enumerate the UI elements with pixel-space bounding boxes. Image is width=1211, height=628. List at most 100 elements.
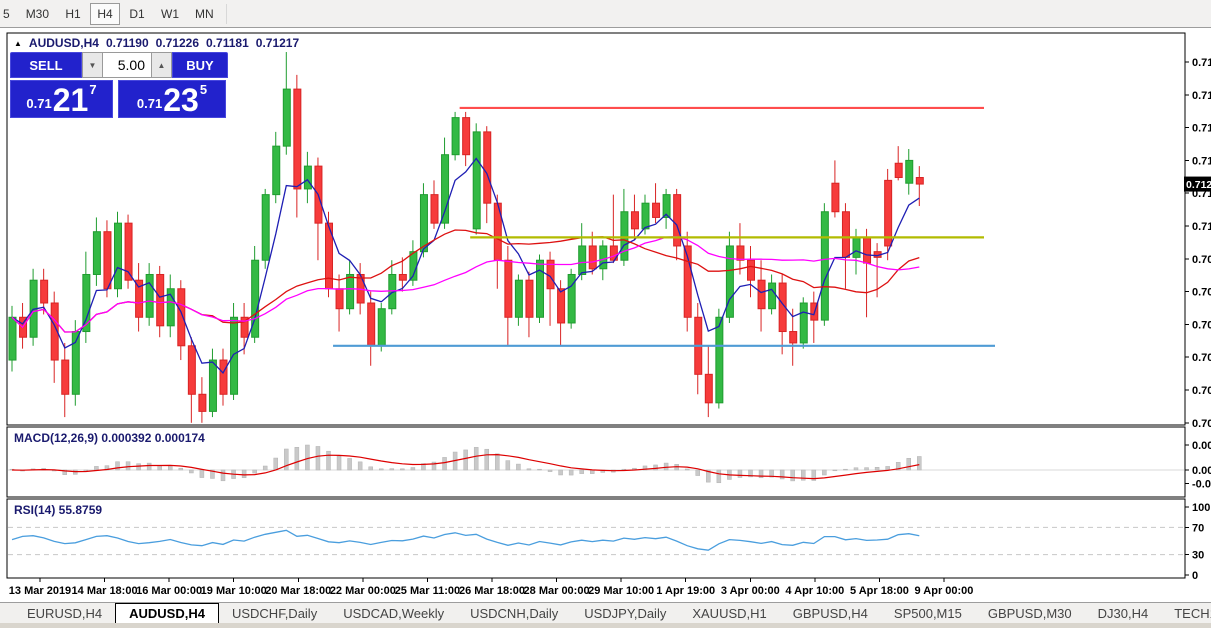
timeframe-button-w1[interactable]: W1 bbox=[161, 6, 180, 21]
candle-body bbox=[673, 194, 682, 247]
chart-tab-usdcad[interactable]: USDCAD,Weekly bbox=[343, 605, 445, 621]
candle-body bbox=[789, 331, 798, 344]
candle-body bbox=[261, 194, 270, 261]
y-axis-label: 0.70840 bbox=[1192, 287, 1211, 299]
ma-slow-line bbox=[11, 236, 920, 333]
candle-body bbox=[61, 359, 70, 395]
timeframe-button-mn[interactable]: MN bbox=[195, 6, 214, 21]
macd-histogram-bar bbox=[146, 462, 152, 471]
candle-body bbox=[652, 202, 661, 218]
candle-body bbox=[799, 302, 808, 344]
chart-tab-xauusd[interactable]: XAUUSD,H1 bbox=[692, 605, 767, 621]
macd-histogram-bar bbox=[62, 469, 67, 475]
candle-body bbox=[367, 302, 376, 347]
candle-body bbox=[208, 359, 217, 412]
chart-tab-gbpusd[interactable]: GBPUSD,M30 bbox=[987, 605, 1072, 621]
y-axis-label: 0.71415 bbox=[1192, 123, 1211, 135]
macd-histogram-bar bbox=[706, 469, 711, 483]
chart-tab-usdcnh[interactable]: USDCNH,Daily bbox=[470, 605, 559, 621]
candle-body bbox=[377, 308, 386, 347]
buy-price-pip: 5 bbox=[199, 82, 208, 97]
macd-histogram-bar bbox=[801, 469, 806, 481]
macd-histogram-bar bbox=[537, 468, 542, 471]
chart-tab-gbpusd[interactable]: GBPUSD,H4 bbox=[792, 605, 868, 621]
macd-histogram-bar bbox=[326, 450, 331, 471]
macd-histogram-bar bbox=[505, 460, 511, 471]
candle-body bbox=[187, 345, 196, 395]
main-pane-border bbox=[6, 32, 1186, 426]
timeframe-button-h1[interactable]: H1 bbox=[65, 6, 81, 21]
macd-histogram-bar bbox=[558, 469, 563, 476]
macd-label: MACD(12,26,9) 0.000392 0.000174 bbox=[14, 431, 205, 445]
y-axis-label: 0.70380 bbox=[1192, 418, 1211, 430]
time-axis-label: 13 Mar 2019 bbox=[9, 585, 71, 597]
chart-tab-usdjpy[interactable]: USDJPY,Daily bbox=[584, 605, 667, 621]
y-axis-label: 0.71530 bbox=[1192, 90, 1211, 102]
collapse-panel-icon[interactable]: ▲ bbox=[14, 38, 22, 48]
macd-histogram-bar bbox=[262, 465, 268, 471]
candle-body bbox=[725, 245, 734, 318]
candle-body bbox=[747, 259, 755, 281]
buy-price-button[interactable]: 0.71 23 5 bbox=[118, 80, 226, 118]
ohlc-close: 0.71217 bbox=[255, 36, 300, 50]
macd-histogram-bar bbox=[790, 469, 795, 482]
sell-price-button[interactable]: 0.71 21 7 bbox=[10, 80, 113, 118]
macd-axis-label: 0.001538 bbox=[1192, 440, 1211, 452]
chart-tab-dj30[interactable]: DJ30,H4 bbox=[1097, 605, 1149, 621]
macd-axis-label: -0.000835 bbox=[1192, 479, 1211, 491]
time-axis-label: 5 Apr 18:00 bbox=[850, 585, 909, 597]
macd-histogram-bar bbox=[94, 466, 99, 471]
timeframe-button-5[interactable]: 5 bbox=[3, 6, 10, 21]
time-axis-label: 20 Mar 18:00 bbox=[265, 585, 331, 597]
candle-body bbox=[841, 211, 850, 258]
y-axis-label: 0.70610 bbox=[1192, 352, 1211, 364]
chart-tab-eurusd[interactable]: EURUSD,H4 bbox=[27, 605, 103, 621]
volume-decrease-button[interactable]: ▼ bbox=[82, 52, 103, 78]
sell-price-prefix: 0.71 bbox=[26, 96, 52, 111]
buy-price-prefix: 0.71 bbox=[136, 96, 163, 111]
chart-window: 0.716450.715300.714150.713000.711850.710… bbox=[0, 30, 1211, 600]
macd-histogram-bar bbox=[695, 469, 700, 476]
candle-body bbox=[831, 182, 840, 213]
candle-body bbox=[472, 131, 481, 230]
timeframe-button-d1[interactable]: D1 bbox=[129, 6, 145, 21]
macd-histogram-bar bbox=[368, 466, 373, 471]
macd-histogram-bar bbox=[389, 468, 395, 471]
macd-histogram-bar bbox=[421, 463, 426, 471]
rsi-axis-label: 70 bbox=[1192, 522, 1204, 534]
buy-button[interactable]: BUY bbox=[172, 52, 228, 78]
macd-histogram-bar bbox=[758, 469, 764, 479]
macd-axis-label: 0.00 bbox=[1192, 465, 1211, 477]
chart-tab-audusd[interactable]: AUDUSD,H4 bbox=[115, 603, 219, 623]
candle-body bbox=[588, 245, 597, 270]
rsi-label: RSI(14) 55.8759 bbox=[14, 503, 102, 517]
macd-histogram-bar bbox=[811, 469, 817, 481]
time-axis-label: 14 Mar 18:00 bbox=[72, 585, 138, 597]
time-axis-label: 29 Mar 10:00 bbox=[588, 585, 654, 597]
price-chart[interactable]: 0.716450.715300.714150.713000.711850.710… bbox=[0, 30, 1211, 600]
macd-histogram-bar bbox=[252, 469, 257, 474]
candle-body bbox=[778, 282, 787, 333]
ohlc-high: 0.71226 bbox=[155, 36, 200, 50]
sell-price-pip: 7 bbox=[89, 82, 97, 97]
candle-body bbox=[103, 231, 112, 290]
chart-title: ▲ AUDUSD,H4 0.71190 0.71226 0.71181 0.71… bbox=[14, 36, 299, 50]
chart-tab-sp500[interactable]: SP500,M15 bbox=[893, 605, 962, 621]
sell-button[interactable]: SELL bbox=[10, 52, 82, 78]
candle-body bbox=[504, 259, 513, 318]
candle-body bbox=[240, 316, 249, 338]
candle-body bbox=[757, 279, 766, 310]
volume-input[interactable]: 5.00 bbox=[103, 52, 151, 78]
macd-histogram-bar bbox=[864, 467, 869, 471]
chart-tab-tech100[interactable]: TECH100,H1 bbox=[1174, 605, 1211, 621]
macd-histogram-bar bbox=[663, 462, 669, 471]
candle-body bbox=[715, 316, 724, 404]
candle-body bbox=[630, 211, 639, 230]
y-axis-label: 0.71645 bbox=[1192, 57, 1211, 69]
timeframe-button-m30[interactable]: M30 bbox=[25, 6, 50, 21]
volume-increase-button[interactable]: ▲ bbox=[151, 52, 172, 78]
chart-tab-usdchf[interactable]: USDCHF,Daily bbox=[231, 605, 318, 621]
symbol-timeframe-label: AUDUSD,H4 bbox=[28, 36, 99, 50]
timeframe-button-h4[interactable]: H4 bbox=[90, 2, 121, 25]
